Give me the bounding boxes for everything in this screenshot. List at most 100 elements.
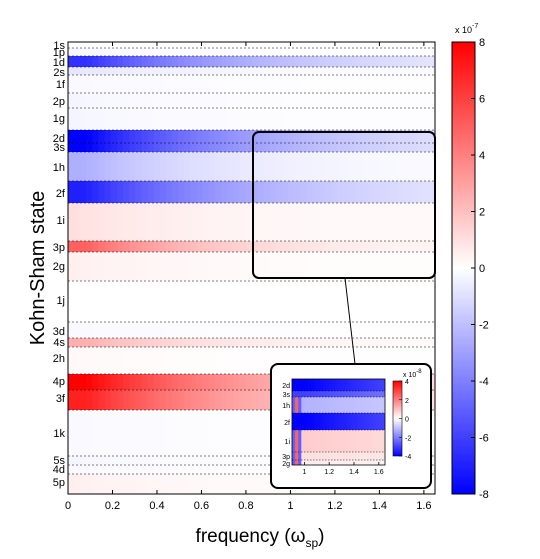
heatmap-cell: [110, 347, 118, 374]
heatmap-cell: [343, 143, 350, 152]
heatmap-cell: [190, 67, 198, 75]
heatmap-cell: [171, 143, 179, 152]
heatmap-cell: [379, 347, 387, 374]
state-label: 4d: [53, 464, 65, 476]
heatmap-cell: [245, 241, 253, 252]
heatmap-cell: [214, 390, 222, 410]
heatmap-cell: [196, 241, 204, 252]
inset-heatmap-cell: [304, 430, 308, 452]
heatmap-cell: [123, 75, 130, 93]
heatmap-cell: [135, 241, 142, 252]
heatmap-cell: [80, 143, 87, 152]
heatmap-cell: [288, 108, 295, 130]
heatmap-cell: [104, 108, 112, 130]
heatmap-cell: [80, 456, 87, 465]
heatmap-cell: [165, 252, 173, 281]
heatmap-cell: [251, 465, 259, 474]
heatmap-cell: [190, 252, 198, 281]
inset-heatmap-cell: [344, 391, 349, 397]
heatmap-cell: [68, 390, 75, 410]
heatmap-cell: [428, 56, 435, 67]
heatmap-cell: [159, 410, 167, 456]
heatmap-cell: [153, 390, 161, 410]
heatmap-cell: [165, 56, 173, 67]
heatmap-cell: [159, 347, 167, 374]
heatmap-cell: [171, 93, 179, 108]
heatmap-cell: [214, 252, 222, 281]
state-label: 3s: [53, 142, 65, 154]
heatmap-cell: [184, 181, 191, 203]
heatmap-cell: [245, 465, 253, 474]
heatmap-cell: [300, 152, 308, 181]
heatmap-cell: [141, 130, 149, 143]
heatmap-cell: [159, 67, 167, 75]
heatmap-cell: [165, 48, 173, 56]
heatmap-cell: [373, 252, 381, 281]
heatmap-cell: [282, 181, 289, 203]
heatmap-cell: [227, 241, 234, 252]
heatmap-cell: [178, 252, 185, 281]
inset-heatmap-cell: [292, 379, 296, 391]
heatmap-cell: [294, 241, 302, 252]
heatmap-cell: [361, 75, 369, 93]
heatmap-cell: [214, 465, 222, 474]
heatmap-cell: [110, 241, 118, 252]
heatmap-cell: [251, 93, 259, 108]
heatmap-cell: [227, 390, 234, 410]
heatmap-cell: [171, 474, 179, 494]
heatmap-cell: [251, 152, 259, 181]
heatmap-cell: [227, 322, 234, 338]
heatmap-cell: [153, 203, 161, 241]
heatmap-cell: [275, 203, 283, 241]
heatmap-cell: [373, 143, 381, 152]
heatmap-cell: [404, 241, 412, 252]
heatmap-cell: [98, 75, 106, 93]
heatmap-cell: [324, 203, 332, 241]
heatmap-cell: [74, 456, 81, 465]
heatmap-cell: [392, 75, 399, 93]
heatmap-cell: [312, 241, 320, 252]
heatmap-cell: [300, 347, 308, 374]
heatmap-cell: [135, 390, 142, 410]
heatmap-cell: [312, 143, 320, 152]
heatmap-cell: [92, 75, 100, 93]
heatmap-cell: [398, 56, 406, 67]
heatmap-cell: [92, 143, 100, 152]
heatmap-cell: [343, 322, 350, 338]
heatmap-cell: [239, 108, 246, 130]
heatmap-cell: [98, 152, 106, 181]
heatmap-cell: [196, 181, 204, 203]
inset-heatmap-cell: [354, 413, 358, 430]
heatmap-cell: [178, 338, 185, 347]
heatmap-cell: [165, 152, 173, 181]
heatmap-cell: [171, 456, 179, 465]
inset-heatmap-cell: [347, 430, 352, 452]
inset-heatmap-cell: [360, 397, 364, 413]
heatmap-cell: [251, 67, 259, 75]
heatmap-cell: [245, 93, 253, 108]
heatmap-cell: [263, 390, 271, 410]
heatmap-cell: [227, 152, 234, 181]
heatmap-cell: [178, 347, 185, 374]
heatmap-cell: [104, 75, 112, 93]
inset-heatmap-cell: [369, 391, 374, 397]
heatmap-cell: [428, 203, 435, 241]
x-tick-label: 1.6: [416, 500, 431, 512]
heatmap-cell: [98, 181, 106, 203]
heatmap-cell: [196, 143, 204, 152]
heatmap-cell: [288, 56, 295, 67]
heatmap-cell: [123, 108, 130, 130]
inset-heatmap-cell: [298, 391, 302, 397]
heatmap-cell: [251, 347, 259, 374]
heatmap-cell: [86, 390, 94, 410]
heatmap-cell: [392, 48, 399, 56]
inset-heatmap-cell: [363, 391, 367, 397]
y-axis-label: Kohn-Sham state: [27, 191, 49, 346]
colorbar-tick-label: 4: [479, 150, 485, 162]
heatmap-cell: [202, 252, 210, 281]
heatmap-cell: [196, 374, 204, 390]
heatmap-cell: [239, 130, 246, 143]
heatmap-cell: [227, 56, 234, 67]
inset-heatmap-cell: [319, 391, 324, 397]
